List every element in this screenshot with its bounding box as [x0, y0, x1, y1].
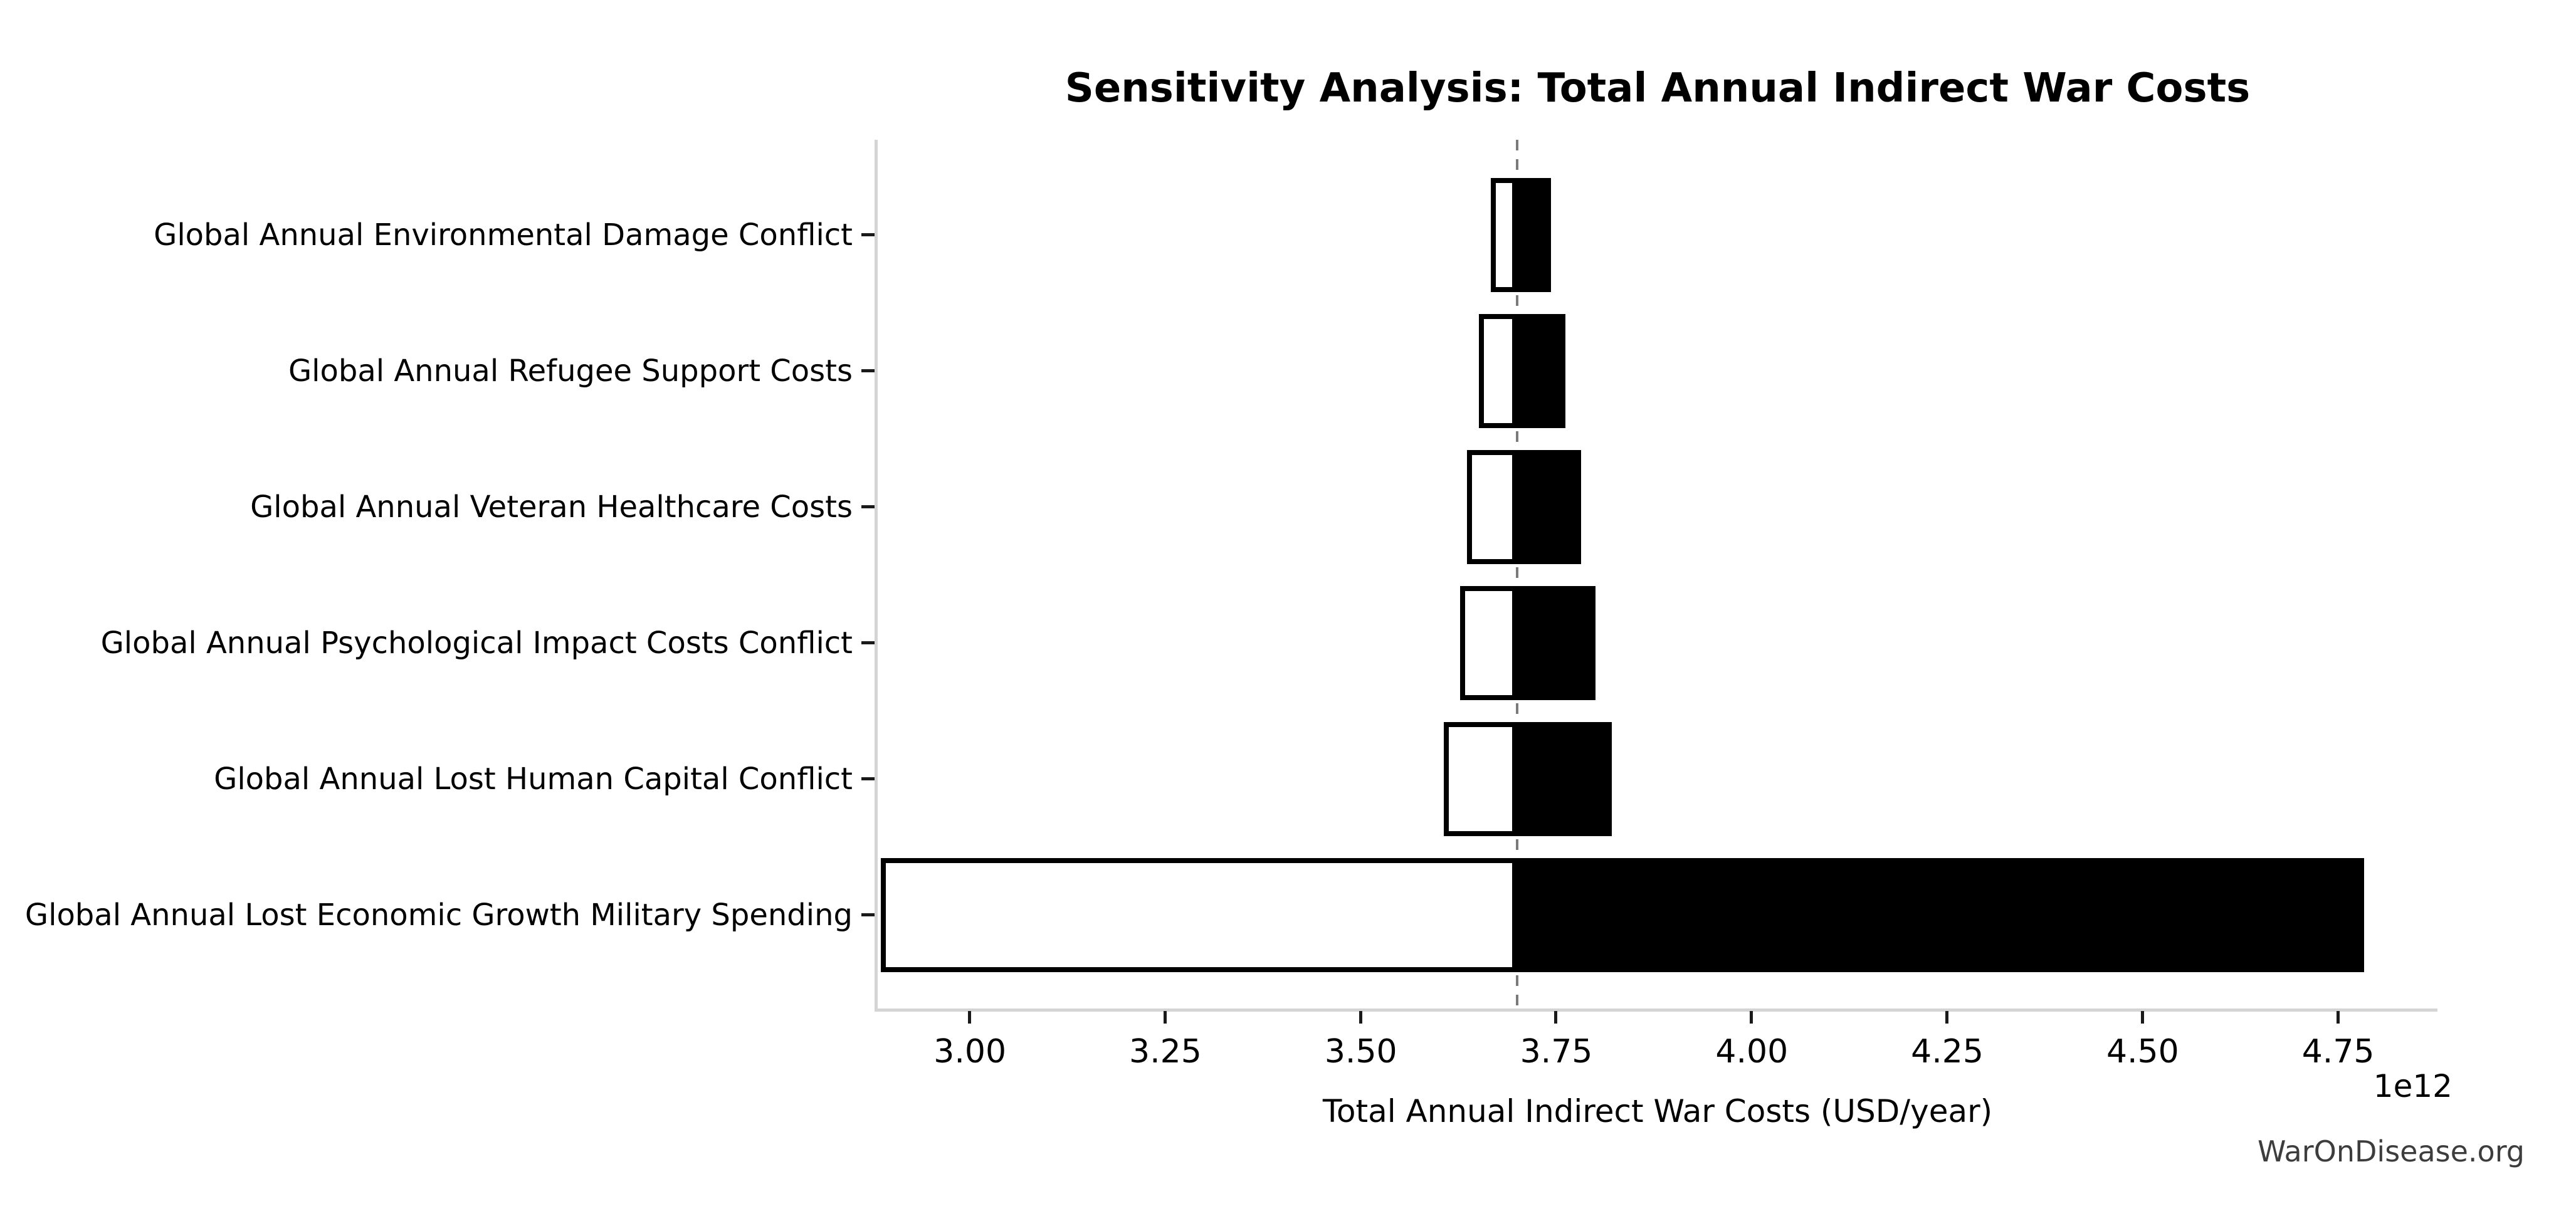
x-tick-6 [2140, 1011, 2144, 1024]
x-tick-label-7: 4.75 [2301, 1033, 2375, 1071]
y-tick-label-2: Global Annual Veteran Healthcare Costs [250, 490, 853, 525]
x-axis-spine [875, 1009, 2437, 1012]
y-tick-5 [861, 913, 875, 916]
bar-low-segment-4 [1443, 722, 1518, 836]
y-tick-1 [861, 369, 875, 372]
x-tick-label-1: 3.25 [1129, 1033, 1202, 1071]
x-tick-label-4: 4.00 [1715, 1033, 1789, 1071]
bar-high-segment-2 [1517, 450, 1582, 564]
y-tick-2 [861, 505, 875, 508]
y-tick-3 [861, 641, 875, 644]
x-tick-1 [1163, 1011, 1167, 1024]
bar-low-segment-3 [1460, 586, 1518, 700]
x-tick-5 [1945, 1011, 1949, 1024]
y-tick-label-0: Global Annual Environmental Damage Confl… [154, 217, 853, 253]
bar-low-segment-1 [1479, 314, 1518, 428]
bar-low-segment-2 [1467, 450, 1518, 564]
x-axis-label: Total Annual Indirect War Costs (USD/yea… [1322, 1093, 1993, 1129]
x-tick-label-3: 3.75 [1520, 1033, 1593, 1071]
baseline-dashed-line [1516, 140, 1519, 1009]
bar-high-segment-5 [1517, 858, 2364, 972]
y-tick-label-1: Global Annual Refugee Support Costs [288, 354, 853, 389]
y-tick-0 [861, 233, 875, 236]
y-tick-label-4: Global Annual Lost Human Capital Conflic… [214, 762, 853, 797]
y-axis-spine [875, 140, 878, 1012]
bar-high-segment-4 [1517, 722, 1612, 836]
x-tick-label-6: 4.50 [2106, 1033, 2179, 1071]
bar-low-segment-0 [1490, 178, 1518, 292]
x-tick-0 [968, 1011, 972, 1024]
watermark: WarOnDisease.org [2258, 1134, 2525, 1168]
x-tick-2 [1359, 1011, 1362, 1024]
bar-high-segment-0 [1517, 178, 1551, 292]
bar-low-segment-5 [880, 858, 1518, 972]
y-tick-4 [861, 777, 875, 780]
bar-high-segment-3 [1517, 586, 1596, 700]
x-tick-3 [1554, 1011, 1558, 1024]
bar-high-segment-1 [1517, 314, 1566, 428]
chart-title: Sensitivity Analysis: Total Annual Indir… [1065, 65, 2251, 112]
y-tick-label-5: Global Annual Lost Economic Growth Milit… [24, 898, 853, 933]
x-tick-label-2: 3.50 [1324, 1033, 1397, 1071]
x-axis-offset-text: 1e12 [2373, 1068, 2452, 1104]
x-tick-4 [1750, 1011, 1753, 1024]
x-tick-label-5: 4.25 [1911, 1033, 1984, 1071]
x-tick-7 [2336, 1011, 2340, 1024]
y-tick-label-3: Global Annual Psychological Impact Costs… [100, 626, 853, 661]
x-tick-label-0: 3.00 [933, 1033, 1007, 1071]
